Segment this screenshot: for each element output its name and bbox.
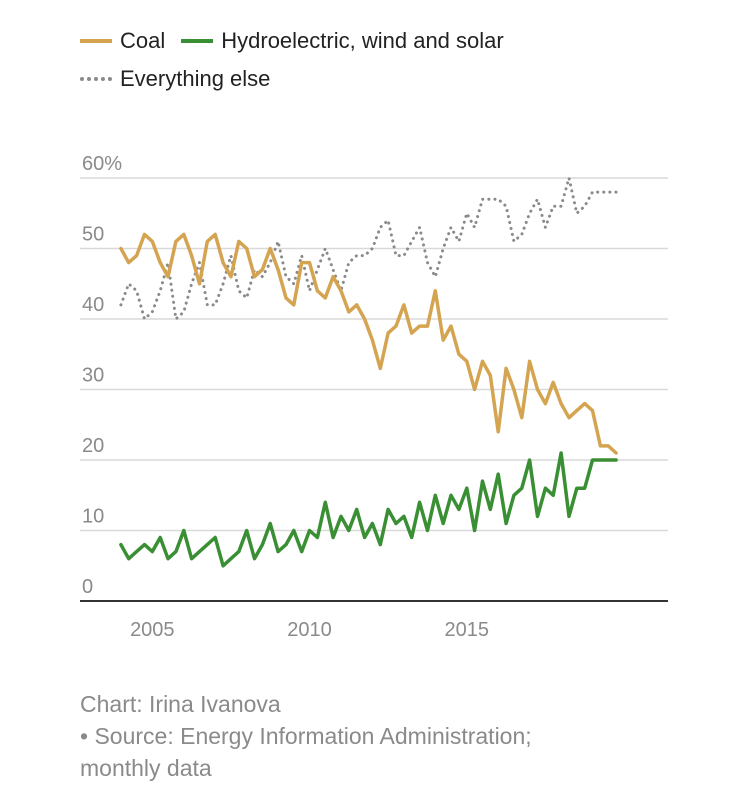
y-tick-label-50: 50 — [82, 224, 104, 246]
series-line-hydroelectric-wind-and-solar — [119, 451, 618, 568]
series-line-everything-else — [119, 176, 618, 321]
legend-label-coal: Coal — [120, 28, 166, 53]
legend-item-coal: Coal — [80, 28, 165, 54]
y-tick-label-40: 40 — [82, 294, 104, 316]
legend-item-renewables: Hydroelectric, wind and solar — [181, 28, 504, 54]
legend-label-everything-else: Everything else — [120, 66, 271, 91]
legend-swatch-coal — [80, 39, 112, 43]
x-tick-label-2010: 2010 — [287, 619, 332, 641]
legend-row-2: Everything else — [80, 60, 520, 98]
line-chart: 0 10 20 30 40 50 60% 2005 2010 2015 — [80, 153, 668, 641]
chart-credit: Chart: Irina Ivanova — [80, 691, 281, 717]
y-tick-label-10: 10 — [82, 506, 104, 528]
y-tick-label-20: 20 — [82, 435, 104, 457]
chart-footer: Chart: Irina Ivanova • Source: Energy In… — [80, 688, 720, 784]
legend-swatch-everything-else — [80, 77, 112, 81]
legend-swatch-renewables — [181, 39, 214, 43]
x-axis-tick-labels: 2005 2010 2015 — [130, 619, 489, 641]
gridlines — [80, 177, 668, 532]
legend-label-renewables: Hydroelectric, wind and solar — [221, 28, 504, 53]
y-tick-label-60: 60% — [82, 153, 122, 175]
legend-item-everything-else: Everything else — [80, 66, 270, 92]
y-tick-label-0: 0 — [82, 576, 93, 598]
series-lines — [119, 176, 618, 568]
series-line-coal — [119, 232, 618, 455]
y-tick-label-30: 30 — [82, 365, 104, 387]
legend-row-1: Coal Hydroelectric, wind and solar — [80, 22, 520, 60]
x-tick-label-2015: 2015 — [445, 619, 490, 641]
x-tick-label-2005: 2005 — [130, 619, 175, 641]
legend: Coal Hydroelectric, wind and solar Every… — [80, 22, 520, 98]
chart-source: • Source: Energy Information Administrat… — [80, 723, 532, 749]
y-axis-tick-labels: 0 10 20 30 40 50 60% — [82, 153, 122, 598]
chart-source-continued: monthly data — [80, 755, 212, 781]
